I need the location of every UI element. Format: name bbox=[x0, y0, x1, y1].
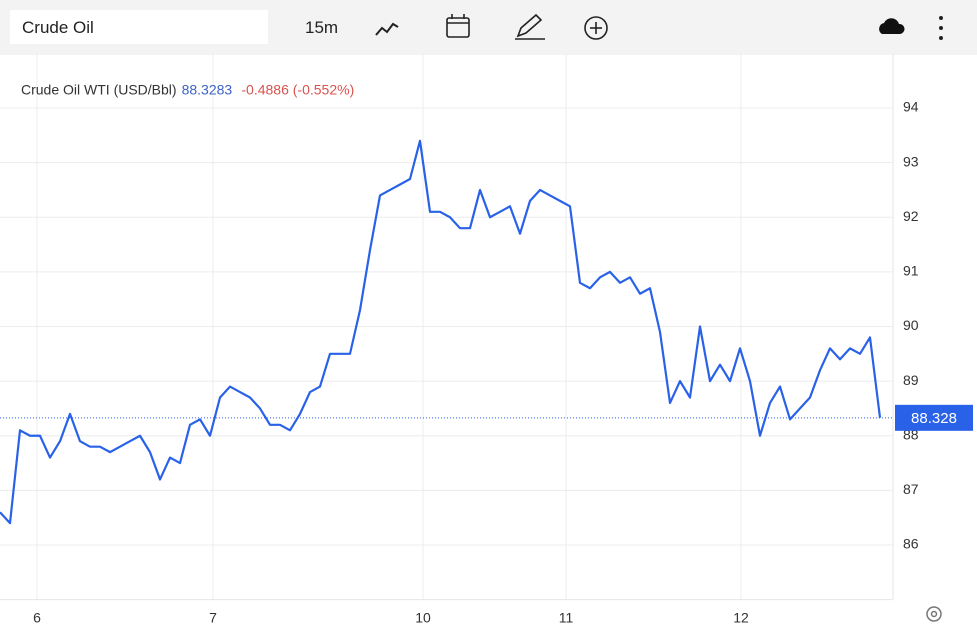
x-tick-label: 11 bbox=[559, 610, 574, 626]
price-tag-box bbox=[895, 404, 973, 431]
y-tick-label: 93 bbox=[903, 153, 919, 169]
grid bbox=[0, 53, 894, 601]
last-price: 88.3283 bbox=[182, 82, 233, 98]
download-icon[interactable] bbox=[879, 18, 905, 34]
chart-type-icon[interactable] bbox=[375, 22, 399, 36]
y-tick-label: 92 bbox=[903, 208, 919, 224]
draw-icon[interactable] bbox=[515, 13, 545, 40]
x-tick-label: 12 bbox=[733, 610, 749, 626]
toolbar-icons bbox=[375, 13, 943, 40]
x-tick-label: 7 bbox=[209, 610, 217, 626]
x-tick-label: 6 bbox=[33, 610, 41, 626]
y-tick-label: 89 bbox=[903, 372, 919, 388]
x-tick-label: 10 bbox=[415, 610, 431, 626]
add-icon[interactable] bbox=[584, 16, 608, 40]
y-tick-label: 86 bbox=[903, 536, 919, 552]
price-line bbox=[0, 139, 882, 525]
calendar-icon[interactable] bbox=[446, 14, 470, 38]
menu-icon[interactable] bbox=[939, 16, 943, 40]
toolbar: Crude Oil 15m bbox=[0, 0, 977, 55]
search-box[interactable]: Crude Oil bbox=[10, 10, 268, 44]
y-tick-label: 94 bbox=[903, 99, 919, 115]
chart-title: Crude Oil WTI (USD/Bbl) bbox=[21, 82, 177, 98]
y-tick-label: 90 bbox=[903, 317, 919, 333]
settings-icon[interactable] bbox=[926, 606, 942, 622]
y-tick-label: 87 bbox=[903, 481, 919, 497]
interval-button[interactable]: 15m bbox=[305, 18, 339, 37]
price-change: -0.4886 (-0.552%) bbox=[241, 82, 354, 98]
y-tick-label: 91 bbox=[903, 263, 919, 279]
price-tag: 88.328 bbox=[911, 410, 957, 427]
